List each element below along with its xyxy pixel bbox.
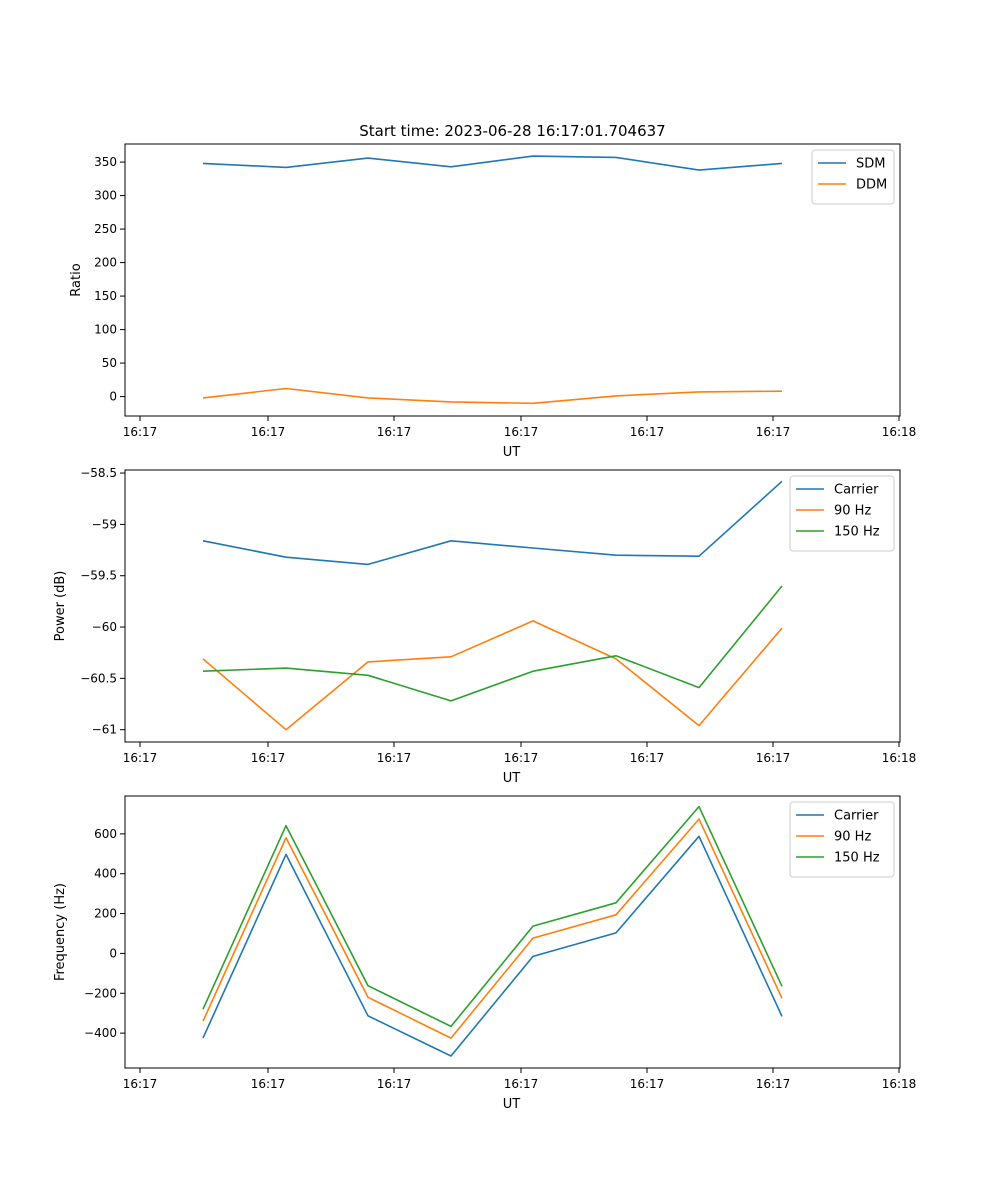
y-tick-label: 50 bbox=[102, 356, 117, 370]
plot-frame bbox=[124, 143, 901, 417]
x-tick-label: 16:17 bbox=[123, 425, 158, 439]
legend: Carrier 90 Hz 150 Hz bbox=[789, 801, 895, 878]
plot-frame bbox=[124, 469, 901, 743]
panel-2: 16:17 16:17 16:17 16:17 16:17 16:17 16:18 −58.5… bbox=[53, 466, 916, 786]
legend-label: 90 Hz bbox=[834, 504, 871, 519]
x-axis-label: UT bbox=[503, 771, 521, 786]
x-tick-label: 16:18 bbox=[882, 1077, 917, 1091]
x-tick-label: 16:17 bbox=[630, 1077, 665, 1091]
legend-label: 90 Hz bbox=[834, 830, 871, 845]
x-tick-label: 16:17 bbox=[377, 751, 412, 765]
y-tick-label: −59 bbox=[92, 517, 117, 531]
series-line-sdm bbox=[202, 155, 783, 171]
legend-label: 150 Hz bbox=[834, 525, 880, 540]
x-tick-label: 16:17 bbox=[756, 751, 791, 765]
series-line-150-hz bbox=[202, 585, 783, 702]
x-tick-label: 16:17 bbox=[251, 425, 286, 439]
x-tick-label: 16:17 bbox=[504, 425, 539, 439]
x-tick-label: 16:17 bbox=[504, 1077, 539, 1091]
series-line-150-hz bbox=[202, 805, 783, 1028]
x-tick-label: 16:17 bbox=[630, 425, 665, 439]
legend-label: DDM bbox=[856, 178, 887, 193]
y-tick-label: −60.5 bbox=[80, 671, 117, 685]
figure-title: Start time: 2023-06-28 16:17:01.704637 bbox=[359, 122, 665, 140]
x-axis-label: UT bbox=[503, 445, 521, 460]
series-line-ddm bbox=[202, 387, 783, 405]
legend-label: SDM bbox=[856, 157, 885, 172]
y-tick-label: −59.5 bbox=[80, 569, 117, 583]
series-line-90-hz bbox=[202, 818, 783, 1039]
y-tick-label: −200 bbox=[84, 986, 117, 1000]
y-tick-label: −400 bbox=[84, 1026, 117, 1040]
plot-frame bbox=[124, 795, 901, 1069]
y-tick-label: 200 bbox=[94, 907, 117, 921]
x-tick-label: 16:17 bbox=[377, 1077, 412, 1091]
y-tick-label: 600 bbox=[94, 827, 117, 841]
y-tick-label: 400 bbox=[94, 867, 117, 881]
y-tick-label: 100 bbox=[94, 323, 117, 337]
y-tick-label: −60 bbox=[92, 620, 117, 634]
y-tick-label: −61 bbox=[92, 723, 117, 737]
panel-3: 16:17 16:17 16:17 16:17 16:17 16:17 16:18 −400 −… bbox=[53, 795, 917, 1112]
x-tick-label: 16:17 bbox=[123, 751, 158, 765]
x-tick-label: 16:17 bbox=[377, 425, 412, 439]
legend: SDM DDM bbox=[811, 149, 895, 205]
x-tick-label: 16:17 bbox=[251, 751, 286, 765]
series-line-carrier bbox=[202, 480, 783, 566]
legend-box bbox=[789, 801, 895, 878]
x-tick-label: 16:17 bbox=[504, 751, 539, 765]
y-tick-label: 250 bbox=[94, 222, 117, 236]
x-tick-label: 16:17 bbox=[756, 425, 791, 439]
panel-1: 16:17 16:17 16:17 16:17 16:17 16:17 16:18 0 50 10… bbox=[69, 143, 917, 460]
y-axis-label: Ratio bbox=[69, 263, 84, 296]
y-tick-label: 0 bbox=[109, 390, 117, 404]
y-tick-label: 150 bbox=[94, 289, 117, 303]
y-tick-label: 200 bbox=[94, 256, 117, 270]
x-tick-label: 16:17 bbox=[251, 1077, 286, 1091]
legend-label: Carrier bbox=[834, 483, 879, 498]
y-axis-label: Frequency (Hz) bbox=[53, 883, 68, 981]
y-tick-label: 0 bbox=[109, 946, 117, 960]
x-tick-label: 16:17 bbox=[123, 1077, 158, 1091]
legend-label: Carrier bbox=[834, 809, 879, 824]
x-tick-label: 16:18 bbox=[882, 425, 917, 439]
y-tick-label: 350 bbox=[94, 155, 117, 169]
legend-box bbox=[789, 475, 895, 552]
y-tick-label: −58.5 bbox=[80, 466, 117, 480]
series-line-90-hz bbox=[202, 620, 783, 731]
y-axis-label: Power (dB) bbox=[53, 571, 68, 642]
series-line-carrier bbox=[202, 835, 783, 1057]
x-tick-label: 16:18 bbox=[882, 751, 917, 765]
x-tick-label: 16:17 bbox=[630, 751, 665, 765]
x-tick-label: 16:17 bbox=[756, 1077, 791, 1091]
panels: 16:17 16:17 16:17 16:17 16:17 16:17 16:18 0 50 10… bbox=[53, 143, 917, 1112]
y-tick-label: 300 bbox=[94, 189, 117, 203]
legend-label: 150 Hz bbox=[834, 851, 880, 866]
x-axis-label: UT bbox=[503, 1097, 521, 1112]
legend: Carrier 90 Hz 150 Hz bbox=[789, 475, 895, 552]
